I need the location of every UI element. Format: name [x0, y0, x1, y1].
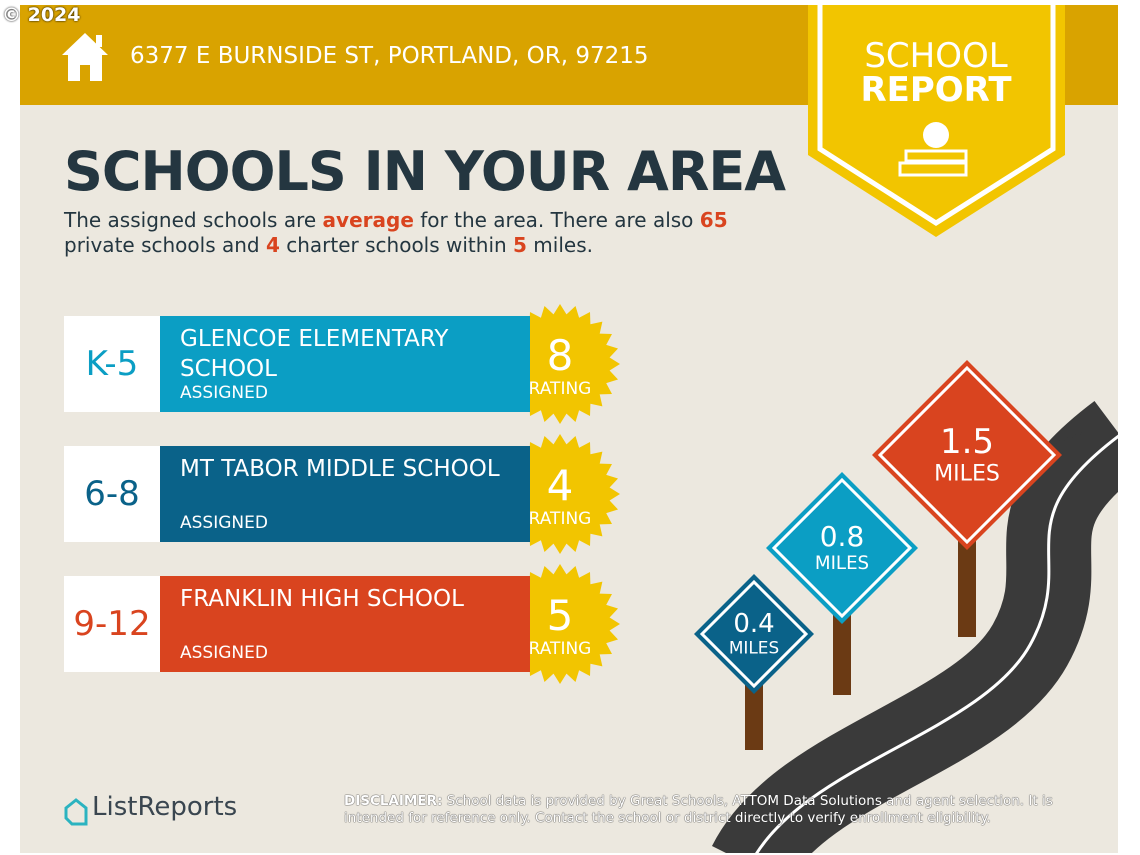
sign-board [872, 360, 1062, 550]
sign-unit: MILES [934, 461, 1000, 487]
summary-highlight: 4 [265, 233, 280, 257]
rating: 8 RATING [500, 331, 620, 400]
sign-border [699, 579, 809, 689]
school-report-card: 6377 E BURNSIDE ST, PORTLAND, OR, 97215 … [20, 5, 1118, 853]
rating-star [500, 434, 620, 554]
summary-text: private schools and [64, 233, 266, 257]
school-name: GLENCOE ELEMENTARY SCHOOL [180, 326, 449, 382]
sign-value: 0.4 [733, 609, 774, 639]
rating-value: 8 [546, 331, 574, 380]
school-status: ASSIGNED [180, 383, 268, 403]
sign-border [877, 365, 1057, 545]
watermark: © 2024 [2, 4, 81, 26]
school-status: ASSIGNED [180, 643, 268, 663]
school-name: MT TABOR MIDDLE SCHOOL [180, 456, 500, 482]
school-bar: MT TABOR MIDDLE SCHOOL ASSIGNED [160, 446, 530, 542]
badge: SCHOOL REPORT [808, 5, 1065, 237]
rating: 5 RATING [500, 591, 620, 660]
decoration [712, 401, 1118, 853]
school-bar: FRANKLIN HIGH SCHOOL ASSIGNED [160, 576, 530, 672]
rating-label: RATING [528, 379, 592, 399]
sign-value: 0.8 [820, 520, 865, 553]
road-end [1049, 432, 1083, 446]
logo-text: ListReports [92, 792, 238, 822]
sign-border [771, 477, 913, 619]
school-name: FRANKLIN HIGH SCHOOL [180, 586, 464, 612]
rating-star [500, 304, 620, 424]
home-icon [62, 33, 108, 81]
rating-value: 4 [546, 461, 574, 510]
summary-text: miles. [526, 233, 593, 257]
summary-text: for the area. There are also [413, 208, 700, 232]
summary-highlight: average [322, 208, 414, 232]
summary-highlight: 65 [699, 208, 728, 232]
sign-value: 1.5 [940, 422, 994, 462]
badge-line1: SCHOOL [864, 36, 1007, 76]
grade-box: K-5 [64, 316, 160, 412]
address: 6377 E BURNSIDE ST, PORTLAND, OR, 97215 [130, 43, 649, 69]
sign-board [694, 574, 814, 694]
sign-board [766, 472, 918, 624]
rating: 4 RATING [500, 461, 620, 530]
rating-star [500, 564, 620, 684]
logo: ListReports [64, 792, 238, 826]
disclaimer: DISCLAIMER: School data is provided by G… [344, 793, 1084, 827]
school-bar: GLENCOE ELEMENTARY SCHOOL ASSIGNED [160, 316, 530, 412]
rating-badges [500, 304, 620, 684]
summary: The assigned schools are average for the… [64, 208, 804, 258]
road-line [755, 434, 1118, 853]
badge-line2: REPORT [860, 70, 1012, 110]
sign-unit: MILES [729, 638, 779, 658]
school-status: ASSIGNED [180, 513, 268, 533]
rating-value: 5 [546, 591, 574, 640]
disclaimer-label: DISCLAIMER: [344, 793, 443, 809]
sign-unit: MILES [815, 553, 869, 574]
summary-text: The assigned schools are [64, 208, 323, 232]
logo-icon [64, 798, 88, 826]
summary-text: charter schools within [279, 233, 514, 257]
disclaimer-text: School data is provided by Great Schools… [344, 793, 1053, 826]
grade-box: 6-8 [64, 446, 160, 542]
title: SCHOOLS IN YOUR AREA [64, 140, 786, 203]
rating-label: RATING [528, 509, 592, 529]
grade-box: 9-12 [64, 576, 160, 672]
rating-label: RATING [528, 639, 592, 659]
summary-highlight: 5 [513, 233, 527, 257]
